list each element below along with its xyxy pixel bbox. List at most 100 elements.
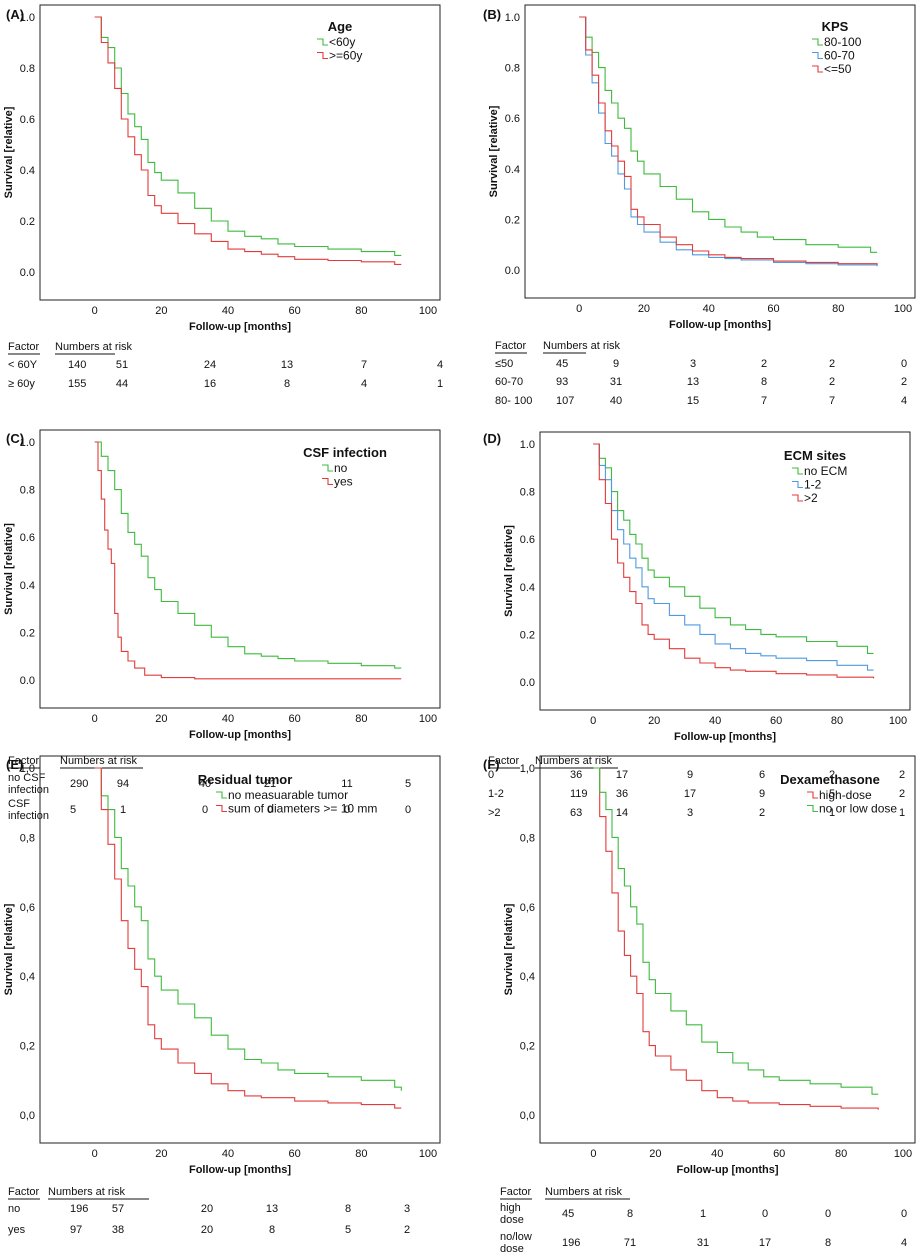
legend-title: ECM sites: [784, 448, 846, 463]
survival-curve-no-or-low-dose: [593, 767, 879, 1095]
risk-value: 0: [405, 804, 411, 816]
y-tick-label: 0.4: [520, 582, 535, 594]
survival-curve-high-dose: [593, 767, 879, 1110]
y-axis-label: Survival [relative]: [488, 105, 500, 197]
x-tick-label: 0: [590, 1148, 596, 1160]
risk-value: 0: [901, 358, 907, 370]
legend-entry: <60y: [329, 35, 355, 49]
y-tick-label: 0.0: [520, 677, 535, 689]
risk-value: 140: [68, 359, 86, 371]
risk-value: 3: [690, 358, 696, 370]
risk-table-numbers-header: Numbers at risk: [535, 755, 613, 767]
risk-value: 31: [610, 376, 622, 388]
legend-entry: high-dose: [819, 788, 872, 802]
risk-value: 3: [687, 807, 693, 819]
risk-row-label: 1-2: [488, 788, 504, 800]
risk-value: 0: [267, 804, 273, 816]
risk-value: 13: [266, 1203, 278, 1215]
risk-value: 15: [687, 395, 699, 407]
km-panel-e: (E)0,00,20,40,60,81,00 20 40 60 80 100Follow-…: [3, 755, 441, 1236]
survival-curve--2: [593, 443, 875, 679]
risk-value: 7: [761, 395, 767, 407]
risk-table-numbers-header: Numbers at risk: [60, 755, 138, 767]
risk-value: 13: [687, 376, 699, 388]
y-axis-label: Survival [relative]: [3, 903, 15, 995]
panel-label: (E): [6, 757, 23, 772]
x-axis-label: Follow-up [months]: [669, 319, 771, 331]
y-tick-label: 0.2: [20, 216, 35, 228]
risk-value: 16: [204, 378, 216, 390]
km-panel-c: (C)0.00.20.40.60.81.00 20 40 60 80 100Follow-…: [3, 429, 441, 822]
plot-frame: [539, 755, 916, 1144]
risk-value: 1: [899, 807, 905, 819]
risk-value: 7: [361, 359, 367, 371]
risk-value: 7: [829, 395, 835, 407]
risk-value: 20: [201, 1203, 213, 1215]
risk-value: 17: [684, 788, 696, 800]
risk-table-numbers-header: Numbers at risk: [545, 1186, 623, 1198]
risk-value: 51: [116, 359, 128, 371]
risk-value: 2: [899, 788, 905, 800]
y-tick-label: 1,0: [520, 763, 535, 775]
y-tick-label: 0,8: [520, 832, 535, 844]
legend-entry: yes: [334, 475, 353, 489]
risk-row-label: 80- 100: [495, 395, 532, 407]
risk-value: 17: [616, 769, 628, 781]
survival-curve-1-2: [593, 443, 874, 671]
legend-swatch: [322, 477, 333, 486]
x-tick-label: 60: [289, 305, 301, 317]
y-tick-label: 0,8: [20, 832, 35, 844]
y-tick-label: 0.4: [20, 165, 35, 177]
risk-table-factor-header: Factor: [500, 1186, 532, 1198]
y-axis-label: Survival [relative]: [503, 525, 515, 617]
risk-value: 2: [899, 769, 905, 781]
risk-row-label: ≥ 60y: [8, 378, 35, 390]
risk-value: 4: [437, 359, 443, 371]
legend-entry: >=60y: [329, 49, 362, 63]
x-tick-label: 100: [889, 715, 907, 727]
risk-table-factor-header: Factor: [8, 1186, 40, 1198]
risk-value: 44: [116, 378, 128, 390]
risk-row-label: no CSF: [8, 772, 46, 784]
risk-value: 45: [556, 358, 568, 370]
x-tick-label: 40: [709, 715, 721, 727]
risk-value: 24: [204, 359, 216, 371]
x-axis-label: Follow-up [months]: [676, 1164, 778, 1176]
risk-row-label: no: [8, 1203, 20, 1215]
plot-frame: [39, 4, 441, 301]
plot-frame: [39, 429, 441, 709]
y-tick-label: 0,6: [20, 902, 35, 914]
risk-table-factor-header: Factor: [8, 755, 40, 767]
x-tick-label: 80: [835, 1148, 847, 1160]
risk-value: 71: [624, 1237, 636, 1249]
risk-row-label: dose: [500, 1214, 524, 1226]
x-tick-label: 0: [590, 715, 596, 727]
risk-value: 5: [345, 1224, 351, 1236]
risk-value: 0: [762, 1208, 768, 1220]
km-panel-d: (D)0.00.20.40.60.81.00 20 40 60 80 100Follow-…: [483, 431, 911, 819]
risk-row-label: infection: [8, 810, 49, 822]
risk-value: 9: [687, 769, 693, 781]
legend-entry: >2: [804, 491, 818, 505]
risk-value: 2: [901, 376, 907, 388]
legend-swatch: [807, 791, 818, 799]
y-axis-label: Survival [relative]: [503, 903, 515, 995]
survival-curve-no-measuarable-tumor: [94, 767, 402, 1091]
panel-label: (D): [483, 431, 501, 446]
legend-entry: 80-100: [824, 35, 862, 49]
y-tick-label: 0.6: [20, 532, 35, 544]
y-tick-label: 0.4: [505, 164, 520, 176]
x-tick-label: 100: [894, 303, 912, 315]
risk-value: 8: [345, 1203, 351, 1215]
risk-value: 21: [264, 778, 276, 790]
plot-frame: [39, 755, 441, 1144]
x-tick-label: 100: [419, 713, 437, 725]
x-tick-label: 80: [355, 305, 367, 317]
x-axis-label: Follow-up [months]: [189, 1164, 291, 1176]
y-tick-label: 0.6: [520, 534, 535, 546]
risk-value: 8: [825, 1237, 831, 1249]
survival-curve--50: [579, 16, 878, 265]
panel-label: (F): [483, 757, 500, 772]
x-tick-label: 80: [355, 713, 367, 725]
